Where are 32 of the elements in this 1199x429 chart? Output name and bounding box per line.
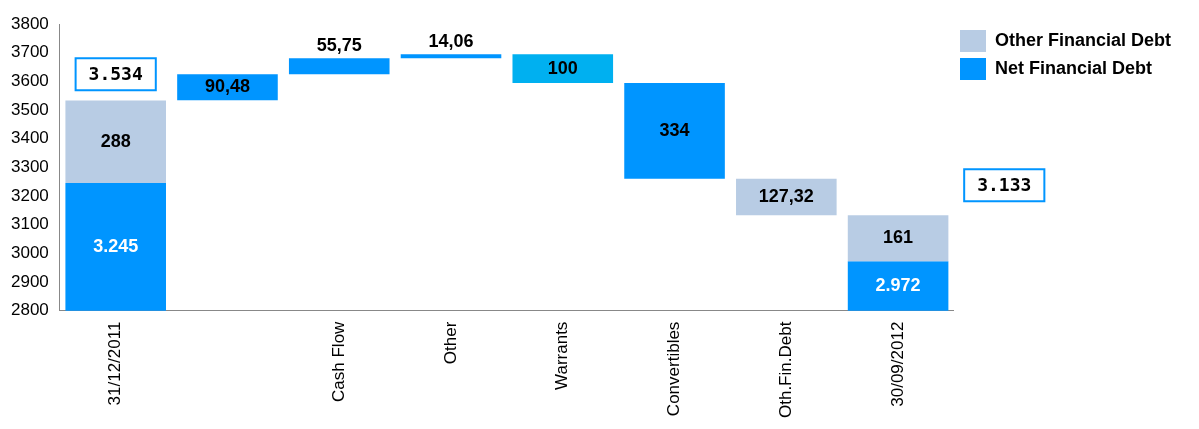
y-tick-label: 3200 bbox=[10, 185, 49, 205]
y-tick-label: 3600 bbox=[10, 71, 49, 91]
x-tick-label: Oth.Fin.Debt bbox=[776, 321, 796, 418]
data-label: 2.972 bbox=[875, 274, 921, 295]
y-tick-label: 3000 bbox=[10, 242, 49, 262]
y-tick-label: 3700 bbox=[10, 42, 49, 62]
y-tick-label: 2900 bbox=[10, 271, 49, 291]
data-label: 100 bbox=[547, 57, 578, 78]
data-label: 55,75 bbox=[316, 35, 362, 56]
x-tick-label: 31/12/2011 bbox=[105, 321, 125, 406]
y-tick-label: 2800 bbox=[10, 300, 49, 320]
x-tick-label: Warrants bbox=[552, 321, 572, 390]
annotation: 3.534 bbox=[88, 62, 143, 84]
text: 3.133 bbox=[977, 173, 1032, 195]
y-tick-label: 3800 bbox=[10, 13, 49, 33]
x-tick-label: Other bbox=[440, 321, 460, 365]
x-tick-label: Cash Flow bbox=[328, 320, 348, 402]
data-label: 334 bbox=[659, 119, 690, 140]
y-tick-label: 3400 bbox=[10, 128, 49, 148]
y-tick-label: 3500 bbox=[10, 99, 49, 119]
y-tick-label: 3300 bbox=[10, 157, 49, 176]
y-tick-label: 3100 bbox=[10, 214, 49, 234]
x-tick-label: Convertibles bbox=[664, 321, 684, 417]
data-label: 161 bbox=[883, 227, 914, 248]
data-label: 127,32 bbox=[758, 185, 814, 206]
data-label: 3.245 bbox=[93, 235, 139, 256]
x-tick-label: 30/09/2012 bbox=[887, 321, 907, 407]
legend-label: Net Financial Debt bbox=[994, 57, 1152, 78]
data-label: 288 bbox=[100, 130, 131, 151]
data-label: 14,06 bbox=[428, 31, 474, 52]
legend-label: Other Financial Debt bbox=[994, 29, 1172, 50]
data-label: 90,48 bbox=[204, 76, 250, 97]
